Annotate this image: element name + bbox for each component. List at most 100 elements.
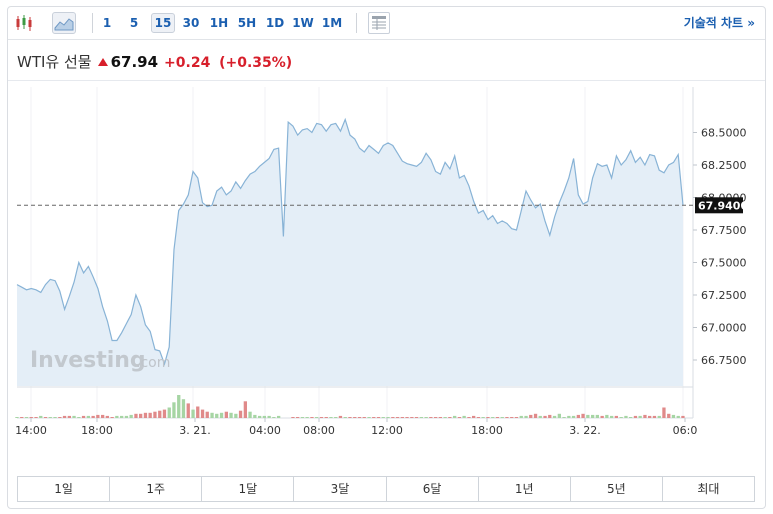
volume-bar [305,417,309,418]
area-chart-icon[interactable] [52,12,76,34]
toolbar-divider [92,13,93,33]
volume-bar [557,413,561,418]
volume-bar [529,414,533,418]
volume-bar [62,415,67,418]
interval-5h[interactable]: 5H [237,16,257,30]
interval-1d[interactable]: 1D [265,16,285,30]
x-tick-label: 18:00 [471,424,503,437]
y-tick-label: 68.5000 [701,127,747,140]
interval-5[interactable]: 5 [129,16,139,30]
volume-bar [110,417,114,418]
volume-bar [267,415,271,418]
price-change: +0.24 [164,55,211,71]
volume-bar [467,417,471,418]
volume-bar [29,417,33,418]
watermark-logo: Investing [30,348,146,373]
volume-bar [381,417,385,418]
volume-bar [548,414,552,418]
price-chart: 68.500068.250068.000067.750067.500067.25… [15,87,748,437]
volume-bar [562,417,566,418]
volume-bar [53,417,57,418]
interval-1m[interactable]: 1M [321,16,343,30]
volume-bar [177,395,181,418]
volume-bar [162,409,167,418]
volume-bar [39,415,43,418]
volume-bar [395,417,400,418]
interval-15[interactable]: 15 [151,13,175,33]
x-tick-label: 08:00 [303,424,335,437]
volume-bar [619,417,623,418]
volume-bar [514,417,519,418]
volume-bar [453,415,457,418]
range-tab-max[interactable]: 최대 [697,482,720,496]
range-tab-1d[interactable]: 1일 [18,477,111,501]
volume-bar [376,417,381,418]
volume-bar [586,414,590,418]
volume-bar [153,411,157,418]
volume-bar [58,417,62,418]
volume-bar [139,413,143,418]
volume-bar [662,407,666,418]
volume-bar [20,417,24,418]
table-icon[interactable] [368,12,390,34]
volume-bar [671,414,676,418]
volume-bar [105,415,109,418]
volume-bar [410,417,414,418]
range-tab-5y[interactable]: 5년 [571,477,663,501]
range-tab-6m[interactable]: 6달 [387,477,479,501]
volume-bar [491,417,495,418]
volume-bar [81,415,86,418]
volume-bar [96,414,100,418]
volume-bar [34,417,38,418]
volume-bar [338,415,343,418]
interval-30[interactable]: 30 [182,16,200,30]
volume-bar [614,415,618,418]
x-tick-label: 18:00 [81,424,113,437]
volume-bar [262,415,266,418]
volume-bar [72,415,76,418]
volume-bar [624,415,628,418]
volume-bar [329,417,333,418]
volume-bar [129,414,133,418]
range-tab-1y[interactable]: 1년 [479,477,571,501]
range-tab-3m[interactable]: 3달 [294,477,387,501]
volume-bar [124,415,129,418]
volume-bar [348,417,352,418]
range-tabs: 1일 1주 1달 3달 6달 1년 5년 최대 [17,476,755,502]
volume-bar [486,417,490,418]
volume-bar [533,413,538,418]
volume-bar [91,415,95,418]
volume-bar [576,414,580,418]
volume-bar [334,417,338,418]
y-tick-label: 67.0000 [701,322,747,335]
interval-1h[interactable]: 1H [209,16,229,30]
candlestick-icon[interactable] [14,12,36,34]
volume-bar [510,417,514,418]
interval-1[interactable]: 1 [102,16,112,30]
volume-bar [405,417,409,418]
technical-chart-link[interactable]: 기술적 차트 » [683,16,755,30]
y-tick-label: 67.5000 [701,257,747,270]
volume-bar [591,414,595,418]
y-tick-label: 66.7500 [701,354,747,367]
volume-bar [215,413,219,418]
current-price-label: 67.9400 [698,199,748,212]
volume-bar [353,417,357,418]
instrument-name: WTI유 선물 [17,53,92,71]
volume-bar [319,417,324,418]
volume-bar [434,417,438,418]
x-tick-label: 06:0 [673,424,698,437]
volume-bar [248,411,252,418]
volume-bar [524,415,528,418]
volume-bar [300,417,305,418]
range-tab-1w[interactable]: 1주 [110,477,203,501]
volume-bar [643,414,647,418]
interval-1w[interactable]: 1W [292,16,314,30]
price-line [16,117,684,366]
volume-bar [186,403,190,418]
volume-bar [238,410,243,418]
range-tab-1m[interactable]: 1달 [202,477,295,501]
volume-bar [581,413,585,418]
volume-bar [120,415,124,418]
volume-bar [24,417,29,418]
